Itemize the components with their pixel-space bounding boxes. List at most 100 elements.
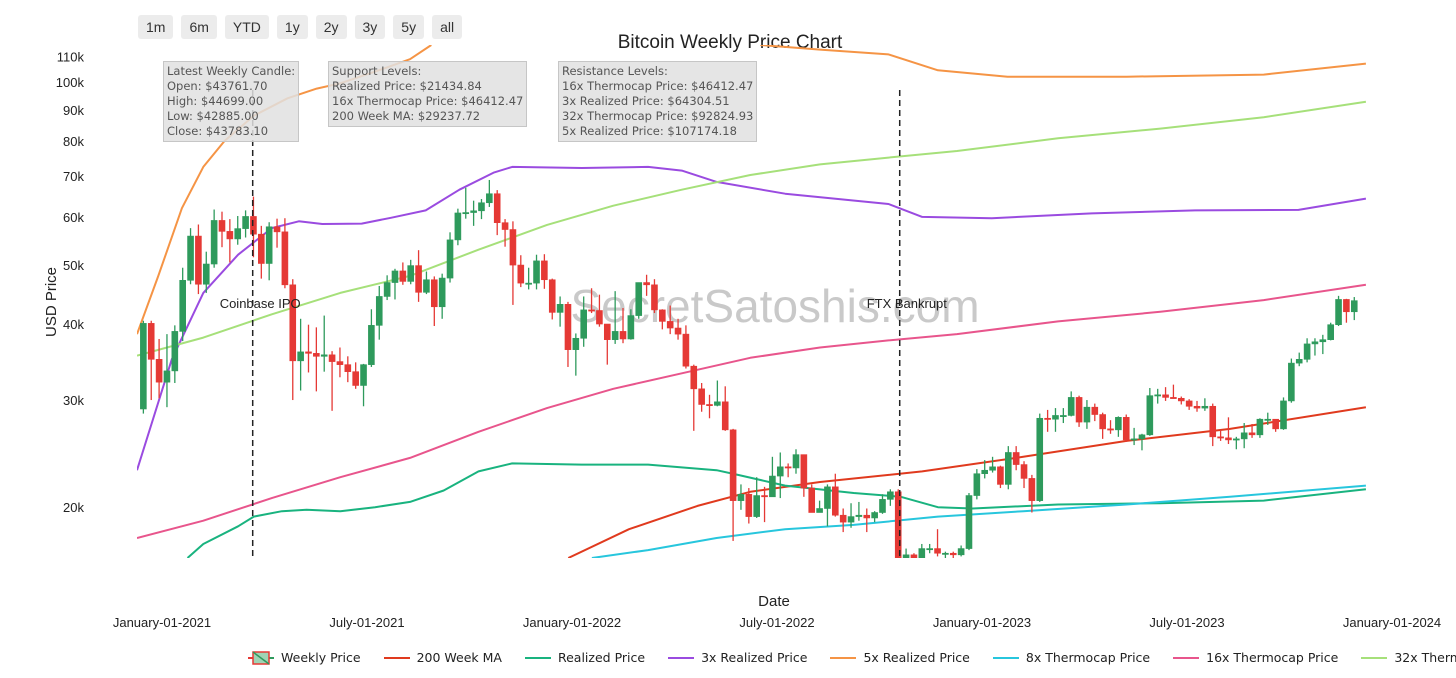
range-button-1y[interactable]: 1y xyxy=(276,15,308,39)
candle xyxy=(627,309,635,340)
candle-body xyxy=(305,351,312,354)
indicator-lines xyxy=(137,45,1367,558)
candle-body xyxy=(745,493,753,517)
candle xyxy=(847,503,855,528)
candle-body xyxy=(234,228,242,240)
candle-body xyxy=(674,327,682,335)
candle xyxy=(517,255,525,288)
candle xyxy=(289,279,297,401)
legend-thermocap16x[interactable]: 16x Thermocap Price xyxy=(1172,650,1338,665)
candle-body xyxy=(242,216,249,229)
candle xyxy=(1319,334,1327,355)
candle xyxy=(305,324,312,373)
candle xyxy=(824,484,831,527)
candle-body xyxy=(360,364,367,386)
candle xyxy=(816,500,823,513)
support-levels-box: Support Levels: Realized Price: $21434.8… xyxy=(328,61,528,127)
candle xyxy=(572,333,580,376)
range-button-3y[interactable]: 3y xyxy=(354,15,386,39)
range-button-2y[interactable]: 2y xyxy=(315,15,347,39)
candle xyxy=(1193,400,1201,412)
candle-body xyxy=(415,265,422,293)
candle-body xyxy=(737,493,745,501)
line-swatch-icon xyxy=(668,656,695,659)
candle-body xyxy=(706,404,713,406)
candle-body xyxy=(273,226,281,233)
legend-ma200[interactable]: 200 Week MA xyxy=(383,650,502,665)
candle xyxy=(1295,352,1303,367)
candle-body xyxy=(666,321,674,329)
candle-body xyxy=(957,548,965,556)
candle xyxy=(1272,418,1279,432)
y-tick-label: 20k xyxy=(63,500,84,515)
legend-realized[interactable]: Realized Price xyxy=(524,650,645,665)
candle-body xyxy=(1240,432,1248,440)
candle xyxy=(242,210,249,238)
legend-thermocap32x[interactable]: 32x Thermocap Price xyxy=(1360,650,1456,665)
candle xyxy=(1256,418,1264,438)
candle xyxy=(949,551,957,558)
legend-realized5x[interactable]: 5x Realized Price xyxy=(829,650,970,665)
candle xyxy=(407,259,415,285)
candle xyxy=(611,291,619,344)
candle-body xyxy=(1256,418,1264,436)
candle xyxy=(1248,423,1256,438)
event-markers: Coinbase IPO FTX Bankrupt xyxy=(220,90,947,558)
candle-body xyxy=(564,304,572,350)
candle xyxy=(714,380,721,407)
line-swatch-icon xyxy=(383,656,410,659)
candle-body xyxy=(486,193,493,204)
candle-body xyxy=(375,296,383,326)
candle xyxy=(800,454,808,497)
candle-body xyxy=(761,495,768,498)
candle-body xyxy=(423,279,430,293)
legend-thermocap8x[interactable]: 8x Thermocap Price xyxy=(992,650,1150,665)
line-swatch-icon xyxy=(1173,656,1200,659)
candle xyxy=(328,351,336,411)
candle-body xyxy=(509,229,517,266)
range-button-all[interactable]: all xyxy=(432,15,463,39)
candle-body xyxy=(328,354,336,362)
legend-weekly-price[interactable]: Weekly Price xyxy=(247,650,361,665)
candle-body xyxy=(902,554,910,558)
candle xyxy=(218,211,226,248)
candle-body xyxy=(847,516,855,523)
candle-body xyxy=(894,491,902,558)
series-line-ma200 xyxy=(567,406,1367,558)
candle xyxy=(1217,429,1224,441)
candle-body xyxy=(525,282,532,285)
range-button-ytd[interactable]: YTD xyxy=(224,15,269,39)
range-button-6m[interactable]: 6m xyxy=(181,15,217,39)
candle xyxy=(690,364,698,431)
range-button-1m[interactable]: 1m xyxy=(138,15,174,39)
candle xyxy=(336,347,344,378)
candle-body xyxy=(1264,418,1272,421)
candle-body xyxy=(627,315,635,340)
candle-body xyxy=(942,552,949,555)
latest-candle-box: Latest Weekly Candle: Open: $43761.70 Hi… xyxy=(163,61,300,142)
candle-body xyxy=(1162,394,1169,398)
candle-body xyxy=(808,487,816,513)
candle-body xyxy=(1012,452,1020,465)
candle-body xyxy=(926,548,933,551)
candle xyxy=(1350,297,1358,321)
candle-body xyxy=(140,323,147,410)
candle xyxy=(1036,413,1044,502)
range-button-5y[interactable]: 5y xyxy=(393,15,425,39)
candle xyxy=(1311,338,1319,356)
candle-body xyxy=(541,260,548,281)
candle xyxy=(1012,446,1020,471)
candle-body xyxy=(1122,417,1130,441)
candle-body xyxy=(163,370,171,383)
candle xyxy=(737,484,745,510)
candle-body xyxy=(1052,415,1059,420)
candle-body xyxy=(1350,300,1358,313)
candle-body xyxy=(399,270,407,282)
candle xyxy=(721,386,729,431)
candle xyxy=(399,262,407,285)
line-swatch-icon xyxy=(830,656,857,659)
candle-body xyxy=(258,233,265,264)
legend-label: 5x Realized Price xyxy=(863,650,970,665)
legend-realized3x[interactable]: 3x Realized Price xyxy=(667,650,807,665)
